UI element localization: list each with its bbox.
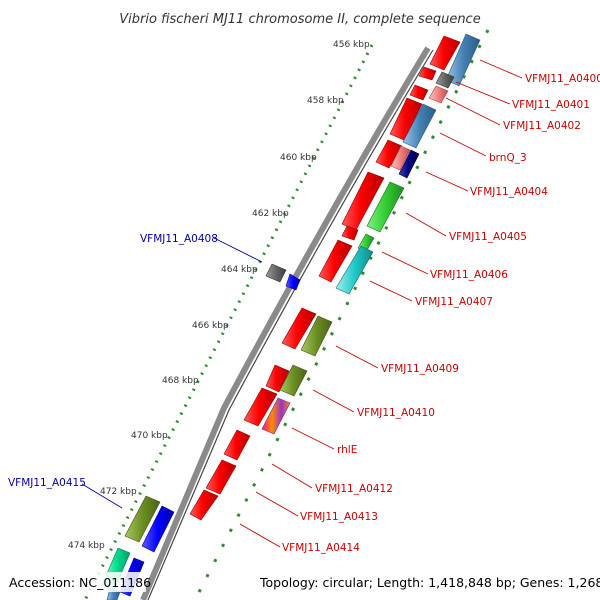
gene-feature-pink[interactable] xyxy=(428,85,449,104)
connector-line xyxy=(81,483,123,509)
tick-label: 474 kbp xyxy=(68,541,105,551)
gene-feature-reverse[interactable] xyxy=(375,139,403,169)
gene-feature-navy[interactable] xyxy=(398,149,420,179)
gene-feature-blue-forward[interactable] xyxy=(285,273,301,291)
tick-labels: 456 kbp 458 kbp 460 kbp 462 kbp 464 kbp … xyxy=(68,40,370,551)
connector-line xyxy=(445,97,501,126)
connector-line xyxy=(455,81,511,105)
connector-line xyxy=(213,237,263,263)
tick-label: 464 kbp xyxy=(221,265,258,275)
gene-label[interactable]: VFMJ11_A0410 xyxy=(357,407,435,419)
gene-feature-reverse[interactable] xyxy=(418,66,437,81)
connector-line xyxy=(312,389,355,413)
gene-label[interactable]: VFMJ11_A0402 xyxy=(503,120,581,132)
gene-feature-reverse[interactable] xyxy=(265,364,290,393)
tick-label: 458 kbp xyxy=(307,96,344,106)
tick-label: 472 kbp xyxy=(100,487,137,497)
gene-label[interactable]: VFMJ11_A0414 xyxy=(282,542,360,554)
gene-feature-reverse[interactable] xyxy=(243,387,278,427)
connector-line xyxy=(255,491,299,517)
gene-feature-pink[interactable] xyxy=(390,145,411,171)
gene-feature-blue-forward[interactable] xyxy=(141,505,175,553)
gene-label[interactable]: VFMJ11_A0405 xyxy=(449,231,527,243)
gene-feature-olive-forward[interactable] xyxy=(124,495,161,543)
gene-labels: VFMJ11_A0400 VFMJ11_A0401 VFMJ11_A0402 b… xyxy=(8,73,600,554)
chromosome-backbone-shadow xyxy=(147,49,434,600)
gene-label[interactable]: VFMJ11_A0406 xyxy=(430,269,508,281)
connector-line xyxy=(271,463,313,489)
gene-feature-multicolor[interactable] xyxy=(261,397,291,435)
gene-features-reverse xyxy=(189,35,461,521)
gene-label[interactable]: VFMJ11_A0415 xyxy=(8,477,86,489)
gene-feature-reverse[interactable] xyxy=(318,239,353,283)
gene-label[interactable]: brnQ_3 xyxy=(489,152,527,164)
connector-line xyxy=(405,212,447,237)
gene-label[interactable]: VFMJ11_A0400 xyxy=(525,73,600,85)
tick-label: 468 kbp xyxy=(162,376,199,386)
gene-feature-olive[interactable] xyxy=(279,364,308,397)
topology-text: Topology: circular; Length: 1,418,848 bp… xyxy=(259,575,600,590)
gene-feature-reverse[interactable] xyxy=(205,459,237,495)
gene-label[interactable]: VFMJ11_A0408 xyxy=(140,233,218,245)
tick-label: 460 kbp xyxy=(280,153,317,163)
tick-label: 456 kbp xyxy=(333,40,370,50)
tick-label: 470 kbp xyxy=(131,431,168,441)
map-title: Vibrio fischeri MJ11 chromosome II, comp… xyxy=(119,12,480,27)
gene-feature-green[interactable] xyxy=(366,181,405,233)
gene-label[interactable]: VFMJ11_A0409 xyxy=(381,363,459,375)
gene-label[interactable]: VFMJ11_A0413 xyxy=(300,511,378,523)
accession-text: Accession: NC_011186 xyxy=(9,575,151,590)
gene-feature-steelblue[interactable] xyxy=(402,103,437,149)
gene-feature-reverse[interactable] xyxy=(409,84,429,101)
connector-line xyxy=(335,345,379,369)
connector-line xyxy=(439,132,487,157)
connector-line xyxy=(291,427,335,450)
gene-label[interactable]: VFMJ11_A0407 xyxy=(415,296,493,308)
connector-line xyxy=(479,59,523,79)
gene-feature-reverse[interactable] xyxy=(341,225,359,241)
label-connectors xyxy=(81,59,523,548)
gene-features-colored xyxy=(101,33,481,600)
gene-feature-gray[interactable] xyxy=(435,71,455,89)
connector-line xyxy=(425,171,469,192)
gene-label[interactable]: VFMJ11_A0412 xyxy=(315,483,393,495)
gene-feature-reverse[interactable] xyxy=(223,429,251,461)
gene-feature-gray-forward[interactable] xyxy=(265,263,287,283)
connector-line xyxy=(239,523,281,548)
gene-label[interactable]: VFMJ11_A0401 xyxy=(512,99,590,111)
gene-feature-cyan[interactable] xyxy=(335,245,374,295)
connector-line xyxy=(369,280,413,302)
gene-feature-reverse[interactable] xyxy=(281,307,317,350)
tick-label: 462 kbp xyxy=(252,209,289,219)
tick-label: 466 kbp xyxy=(192,321,229,331)
gene-label[interactable]: rhlE xyxy=(337,444,357,456)
chromosome-backbone xyxy=(140,46,431,600)
gene-feature-olive[interactable] xyxy=(300,315,333,357)
gene-feature-reverse[interactable] xyxy=(429,35,461,71)
gene-feature-reverse[interactable] xyxy=(189,489,219,521)
footer-backdrop-left xyxy=(6,572,146,592)
gene-feature-steelblue[interactable] xyxy=(445,33,481,87)
gene-label[interactable]: VFMJ11_A0404 xyxy=(470,186,548,198)
connector-line xyxy=(381,251,429,275)
